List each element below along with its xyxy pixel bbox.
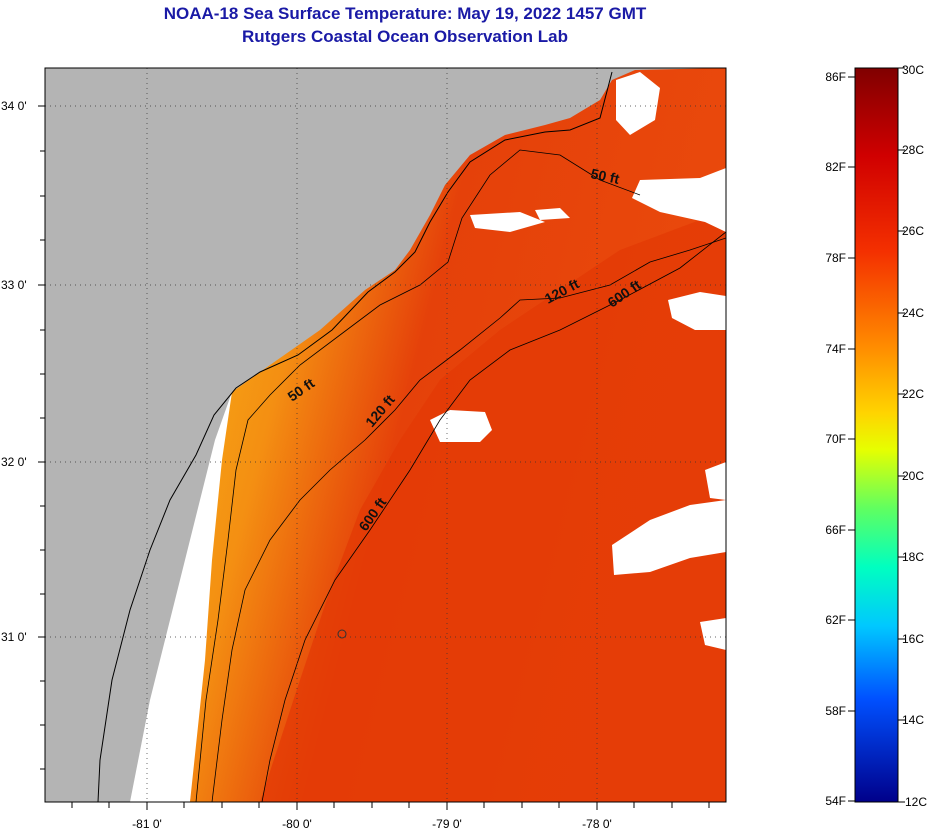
colorbar-f-label: 74F	[825, 342, 846, 356]
map-border	[44, 67, 727, 803]
graticule	[45, 68, 726, 802]
lat-label: 33 0'	[1, 278, 27, 292]
lat-label: 31 0'	[1, 630, 27, 644]
colorbar-c-label: 14C	[902, 713, 924, 727]
colorbar-c-label: 30C	[902, 63, 924, 77]
lon-label: -78 0'	[582, 817, 612, 831]
axis-ticks	[38, 105, 710, 810]
colorbar-c-label: 16C	[902, 632, 924, 646]
colorbar-c-label: 28C	[902, 143, 924, 157]
lon-label: -81 0'	[132, 817, 162, 831]
sst-warm-core	[260, 215, 726, 802]
map-title: NOAA-18 Sea Surface Temperature: May 19,…	[163, 4, 647, 23]
colorbar-f-label: 54F	[825, 794, 846, 808]
station-marker	[337, 629, 347, 639]
colorbar-c-label: 12C	[905, 795, 927, 809]
lon-label: -79 0'	[432, 817, 462, 831]
lat-label: 32 0'	[1, 455, 27, 469]
colorbar-c-label: 18C	[902, 550, 924, 564]
colorbar-f-label: 62F	[825, 613, 846, 627]
colorbar-f-label: 70F	[825, 432, 846, 446]
colorbar: 86F 82F 78F 74F 70F 66F 62F 58F 54F 30C …	[825, 63, 927, 809]
colorbar-f-label: 82F	[825, 160, 846, 174]
colorbar-f-label: 78F	[825, 251, 846, 265]
contour-label-50ft-north: 50 ft	[589, 165, 621, 187]
colorbar-f-label: 86F	[825, 70, 846, 84]
lon-label: -80 0'	[282, 817, 312, 831]
colorbar-c-label: 26C	[902, 224, 924, 238]
contour-600ft	[261, 231, 726, 802]
contour-120ft	[211, 237, 726, 802]
colorbar-gradient	[854, 67, 899, 803]
colorbar-c-label: 22C	[902, 387, 924, 401]
colorbar-f-label: 66F	[825, 523, 846, 537]
colorbar-c-label: 24C	[902, 306, 924, 320]
contour-50ft	[195, 149, 641, 802]
colorbar-c-label: 20C	[902, 469, 924, 483]
map-subtitle: Rutgers Coastal Ocean Observation Lab	[242, 27, 568, 46]
colorbar-f-label: 58F	[825, 704, 846, 718]
cloud-masks	[430, 72, 726, 650]
lat-label: 34 0'	[1, 99, 27, 113]
no-data-swath	[130, 392, 232, 802]
coastline	[97, 71, 613, 802]
map-frame: 50 ft 50 ft 120 ft 120 ft 600 ft 600 ft	[45, 68, 726, 802]
